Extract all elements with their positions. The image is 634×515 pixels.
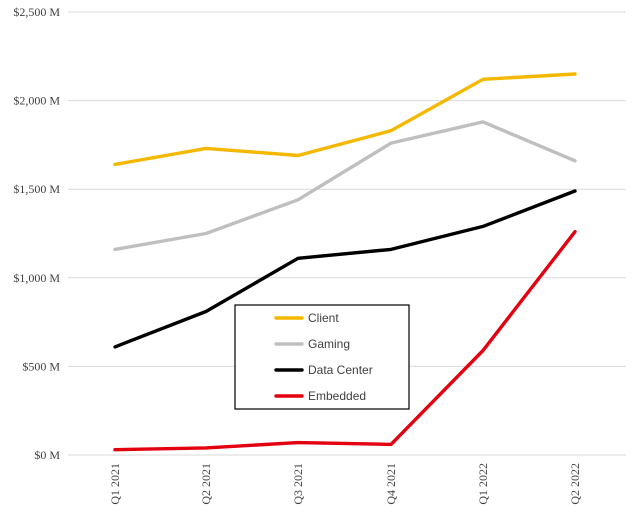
y-tick-label: $1,500 M xyxy=(13,182,60,196)
legend-label-gaming: Gaming xyxy=(308,337,350,351)
series-line-data-center xyxy=(113,189,577,349)
legend-label-data-center: Data Center xyxy=(308,363,373,377)
y-tick-label: $2,000 M xyxy=(13,94,60,108)
y-tick-label: $0 M xyxy=(34,448,60,462)
gridlines xyxy=(68,11,626,456)
x-tick-label: Q3 2021 xyxy=(291,463,305,505)
legend: Client Gaming Data Center Embedded xyxy=(234,304,410,410)
x-tick-label: Q1 2022 xyxy=(476,463,490,505)
legend-label-client: Client xyxy=(308,311,339,325)
series-line-embedded xyxy=(113,229,577,452)
x-tick-label: Q2 2021 xyxy=(199,463,213,505)
x-tick-label: Q2 2022 xyxy=(568,463,582,505)
x-tick-label: Q1 2021 xyxy=(108,463,122,505)
y-tick-label: $2,500 M xyxy=(13,5,60,19)
x-axis-tick-labels: Q1 2021 Q2 2021 Q3 2021 Q4 2021 Q1 2022 Q2 20… xyxy=(108,463,582,505)
series-lines xyxy=(113,72,577,452)
legend-box xyxy=(234,304,410,410)
y-tick-label: $500 M xyxy=(22,359,60,373)
series-line-client xyxy=(113,72,577,167)
y-axis-tick-labels: $0 M $500 M $1,000 M $1,500 M $2,000 M $2,500… xyxy=(13,5,60,462)
y-tick-label: $1,000 M xyxy=(13,271,60,285)
series-line-gaming xyxy=(113,120,577,252)
x-tick-label: Q4 2021 xyxy=(384,463,398,505)
legend-label-embedded: Embedded xyxy=(308,389,366,403)
